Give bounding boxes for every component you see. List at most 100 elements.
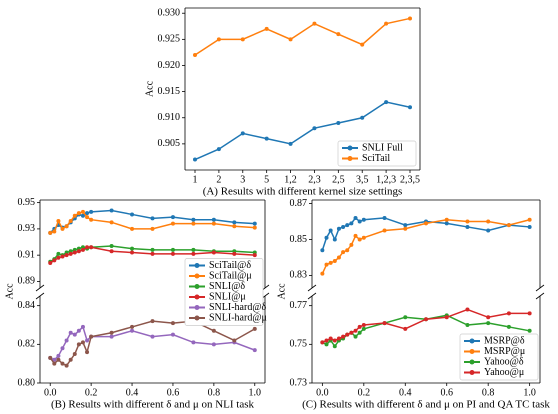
series-point bbox=[324, 262, 329, 267]
series-point bbox=[130, 328, 135, 333]
x-tick-label: 3,5 bbox=[356, 174, 369, 185]
series-point bbox=[56, 353, 61, 358]
series-point bbox=[89, 245, 94, 250]
y-tick-label: 0.915 bbox=[158, 86, 181, 97]
break-mark bbox=[35, 284, 45, 292]
series-line bbox=[194, 17, 411, 56]
series-point bbox=[80, 209, 85, 214]
series-point bbox=[382, 321, 387, 326]
series-point bbox=[48, 355, 53, 360]
series-point bbox=[444, 315, 449, 320]
series-point bbox=[170, 215, 175, 220]
series-point bbox=[80, 324, 85, 329]
series-point bbox=[89, 217, 94, 222]
series-point bbox=[424, 317, 428, 322]
series-point bbox=[72, 213, 77, 218]
x-tick-label: 1 bbox=[193, 174, 198, 185]
x-tick-label: 0.0 bbox=[44, 387, 57, 398]
break-mark bbox=[535, 284, 545, 292]
series-point bbox=[403, 226, 408, 231]
series-point bbox=[384, 21, 389, 26]
series-point bbox=[80, 340, 85, 345]
x-tick-label: 3 bbox=[240, 174, 245, 185]
series-point bbox=[320, 340, 325, 345]
legend-dot bbox=[469, 370, 475, 375]
y-tick-label: 0.910 bbox=[158, 112, 181, 123]
legend-label: MSRP@μ bbox=[484, 346, 525, 357]
series-point bbox=[444, 221, 449, 226]
series-point bbox=[48, 261, 53, 266]
series-point bbox=[465, 219, 470, 224]
y-tick-label: 0.930 bbox=[158, 8, 181, 19]
legend-box bbox=[459, 333, 539, 381]
series-point bbox=[357, 330, 362, 335]
series-point bbox=[328, 336, 333, 341]
series-point bbox=[486, 228, 491, 233]
y-tick-label: 0.925 bbox=[158, 34, 181, 45]
series-point bbox=[52, 357, 57, 362]
series-point bbox=[76, 249, 81, 254]
series-point bbox=[328, 228, 333, 233]
y-tick-label: 0.84 bbox=[18, 300, 36, 311]
series-point bbox=[320, 271, 325, 276]
series-point bbox=[150, 247, 155, 252]
series-point bbox=[336, 226, 341, 231]
series-point bbox=[109, 208, 114, 213]
series-point bbox=[48, 230, 53, 235]
series-point bbox=[85, 215, 90, 220]
series-point bbox=[216, 37, 221, 42]
series-point bbox=[85, 338, 90, 343]
series-point bbox=[408, 105, 412, 110]
series-point bbox=[56, 255, 61, 260]
series-point bbox=[170, 332, 175, 337]
chart-title: (B) Results with different δ and μ on NL… bbox=[51, 399, 255, 411]
series-point bbox=[193, 53, 197, 58]
series-point bbox=[85, 245, 90, 250]
break-mark bbox=[535, 292, 545, 300]
series-point bbox=[264, 26, 269, 31]
series-point bbox=[252, 221, 257, 226]
series-point bbox=[72, 250, 77, 255]
series-point bbox=[109, 334, 114, 339]
y-tick-label: 0.905 bbox=[158, 138, 181, 149]
series-point bbox=[527, 224, 532, 229]
legend-label: SNLI Full bbox=[362, 142, 403, 153]
series-point bbox=[52, 361, 57, 366]
series-point bbox=[360, 42, 365, 47]
series-point bbox=[89, 209, 94, 214]
series-point bbox=[424, 221, 428, 226]
series-point bbox=[64, 224, 69, 229]
series-point bbox=[130, 226, 135, 231]
series-point bbox=[252, 348, 257, 353]
y-tick-label: 0.95 bbox=[18, 197, 36, 208]
series-point bbox=[191, 251, 196, 256]
legend-dot bbox=[469, 349, 475, 354]
series-point bbox=[191, 247, 196, 252]
series-point bbox=[64, 253, 69, 258]
series-point bbox=[341, 334, 346, 339]
series-point bbox=[68, 330, 73, 335]
legend-label: SciTail@δ bbox=[209, 260, 251, 271]
series-point bbox=[384, 100, 389, 105]
series-point bbox=[89, 334, 94, 339]
series-point bbox=[382, 215, 387, 220]
series-point bbox=[85, 211, 90, 216]
series-point bbox=[68, 357, 73, 362]
series-point bbox=[68, 251, 73, 256]
series-point bbox=[320, 248, 325, 253]
series-point bbox=[60, 226, 65, 231]
series-point bbox=[56, 251, 61, 256]
series-point bbox=[64, 338, 69, 343]
series-point bbox=[486, 315, 491, 320]
series-point bbox=[324, 342, 329, 347]
series-point bbox=[211, 221, 216, 226]
series-point bbox=[109, 330, 114, 335]
series-point bbox=[403, 223, 408, 228]
series-point bbox=[527, 217, 532, 222]
legend-dot bbox=[194, 284, 200, 289]
series-point bbox=[191, 217, 196, 222]
y-axis-label: Acc bbox=[4, 283, 15, 300]
series-point bbox=[345, 223, 350, 228]
series-point bbox=[252, 253, 257, 258]
series-point bbox=[506, 311, 511, 316]
